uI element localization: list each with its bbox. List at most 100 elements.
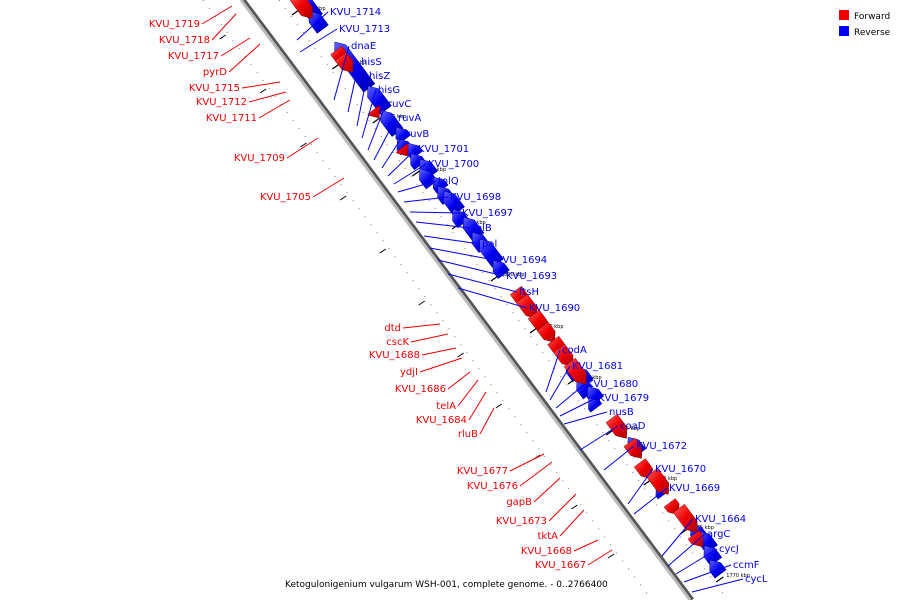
leader-line-reverse bbox=[387, 148, 417, 177]
gene-label-reverse: KVU_1697 bbox=[462, 208, 513, 219]
gene-label-reverse: KVU_1693 bbox=[506, 271, 557, 282]
forward-gene-arrow bbox=[672, 503, 698, 533]
tick-label: 1800 kbp bbox=[501, 272, 525, 278]
minor-tick bbox=[300, 142, 307, 148]
leader-line-forward bbox=[519, 461, 553, 487]
gene-label-forward: pyrD bbox=[203, 67, 227, 78]
leader-line-reverse bbox=[361, 89, 377, 139]
gene-label-reverse: KVU_1714 bbox=[330, 7, 381, 18]
reverse-gene-arrow bbox=[367, 85, 392, 115]
gene-label-reverse: KVU_1690 bbox=[529, 303, 580, 314]
gene-label-reverse: ccmF bbox=[733, 560, 760, 571]
gene-label-forward: cscK bbox=[386, 337, 409, 348]
forward-track bbox=[202, 0, 653, 601]
leader-line-forward bbox=[421, 347, 457, 356]
leader-line-reverse bbox=[429, 247, 495, 261]
leader-line-forward bbox=[419, 357, 463, 373]
gene-label-forward: KVU_1684 bbox=[416, 415, 467, 426]
leader-line-reverse bbox=[409, 211, 461, 214]
forward-gene-arrow bbox=[395, 143, 409, 157]
gene-label-forward: KVU_1715 bbox=[189, 83, 240, 94]
leader-line-forward bbox=[559, 509, 585, 537]
leader-line-reverse bbox=[356, 75, 368, 127]
leader-line-reverse bbox=[563, 411, 608, 425]
gene-label-reverse: hisS bbox=[361, 57, 382, 68]
leader-line-reverse bbox=[457, 287, 528, 309]
leader-line-reverse bbox=[627, 468, 654, 505]
legend-swatch-forward bbox=[839, 10, 849, 20]
gene-label-forward: ydjI bbox=[400, 367, 418, 378]
gene-label-forward: rluB bbox=[458, 429, 478, 440]
leader-line-reverse bbox=[667, 533, 706, 567]
leader-line-forward bbox=[228, 43, 261, 73]
gene-label-forward: KVU_1667 bbox=[535, 560, 586, 571]
gene-label-reverse: KVU_1680 bbox=[587, 379, 638, 390]
tick-label: 1785 kbp bbox=[616, 426, 640, 432]
tick-mark bbox=[715, 576, 724, 583]
figure-caption: Ketogulonigenium vulgarum WSH-001, compl… bbox=[285, 580, 608, 590]
tick-mark bbox=[412, 170, 420, 177]
leader-line-forward bbox=[587, 549, 613, 566]
leader-line-forward bbox=[248, 91, 287, 103]
gene-label-reverse: KVU_1670 bbox=[655, 464, 706, 475]
leader-line-forward bbox=[447, 371, 471, 390]
gene-label-forward: KVU_1673 bbox=[496, 516, 547, 527]
reverse-gene-arrow bbox=[588, 397, 603, 413]
leader-line-forward bbox=[286, 137, 319, 159]
leader-line-forward bbox=[533, 477, 561, 503]
minor-tick bbox=[457, 352, 464, 358]
leader-line-forward bbox=[548, 493, 577, 522]
gene-label-reverse: argC bbox=[707, 529, 730, 540]
gene-label-reverse: cycJ bbox=[719, 544, 739, 555]
legend-label-forward: Forward bbox=[854, 12, 890, 22]
minor-tick bbox=[339, 195, 347, 201]
gene-label-forward: telA bbox=[436, 401, 456, 412]
gene-label-reverse: tolQ bbox=[438, 176, 459, 187]
gene-label-reverse: coaD bbox=[620, 421, 646, 432]
gene-label-reverse: KVU_1681 bbox=[572, 361, 623, 372]
leader-line-reverse bbox=[555, 383, 586, 409]
leader-line-reverse bbox=[549, 365, 571, 401]
minor-tick bbox=[418, 300, 426, 306]
gene-label-reverse: KVU_1679 bbox=[598, 393, 649, 404]
legend: Forward Reverse bbox=[839, 10, 891, 38]
leader-line-forward bbox=[410, 333, 449, 343]
leader-line-forward bbox=[402, 323, 441, 329]
leader-line-reverse bbox=[333, 45, 350, 101]
gene-label-forward: KVU_1676 bbox=[467, 481, 518, 492]
leader-line-reverse bbox=[373, 117, 397, 161]
gene-label-forward: KVU_1686 bbox=[395, 384, 446, 395]
gene-label-forward: KVU_1719 bbox=[149, 19, 200, 30]
reverse-track bbox=[278, 0, 729, 601]
gene-label-reverse: ruvC bbox=[388, 99, 411, 110]
gene-label-forward: gapB bbox=[506, 497, 532, 508]
minor-tick bbox=[219, 34, 226, 40]
leader-line-reverse bbox=[397, 180, 437, 193]
leader-line-reverse bbox=[403, 196, 449, 203]
leader-line-reverse bbox=[447, 273, 518, 293]
gene-label-forward: KVU_1677 bbox=[457, 466, 508, 477]
gene-label-reverse: dnaE bbox=[351, 41, 376, 52]
leader-line-forward bbox=[241, 81, 281, 89]
forward-gene-arrow bbox=[563, 357, 587, 385]
genes bbox=[289, 0, 727, 579]
leader-line-reverse bbox=[347, 61, 360, 113]
leader-line-reverse bbox=[545, 349, 561, 393]
minor-tick bbox=[379, 248, 387, 254]
minor-tick bbox=[259, 88, 267, 94]
leader-line-forward bbox=[468, 391, 487, 421]
leader-line-reverse bbox=[423, 235, 481, 245]
gene-label-forward: KVU_1717 bbox=[168, 51, 219, 62]
leader-line-reverse bbox=[437, 259, 505, 277]
tick-mark bbox=[372, 117, 381, 124]
leader-line-forward bbox=[201, 5, 233, 25]
gene-label-forward: tktA bbox=[538, 531, 559, 542]
gene-label-forward: KVU_1709 bbox=[234, 153, 285, 164]
forward-gene-arrow bbox=[289, 0, 313, 19]
gene-label-reverse: KVU_1664 bbox=[695, 514, 746, 525]
gene-label-forward: KVU_1688 bbox=[369, 350, 420, 361]
gene-label-reverse: KVU_1701 bbox=[418, 144, 469, 155]
leader-line-forward bbox=[312, 177, 345, 198]
